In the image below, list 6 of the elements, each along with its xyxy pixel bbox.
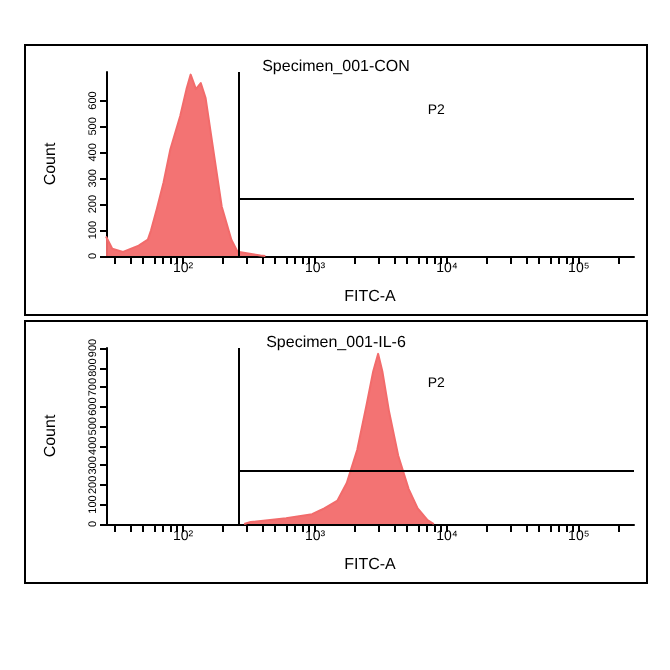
chart-title: Specimen_001-CON	[262, 57, 411, 75]
x-axis-title: FITC-A	[344, 287, 398, 305]
x-axis-title: FITC-A	[344, 555, 398, 573]
chart-title: Specimen_001-IL-6	[266, 333, 407, 351]
y-axis-title: Count	[41, 141, 59, 186]
y-axis-title: Count	[41, 413, 59, 458]
